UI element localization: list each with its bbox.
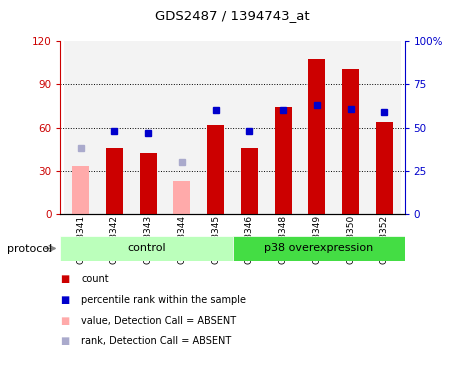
Text: protocol: protocol [7, 244, 52, 254]
Bar [199, 41, 232, 214]
Bar [64, 41, 98, 214]
Text: ■: ■ [60, 295, 70, 305]
Text: p38 overexpression: p38 overexpression [264, 243, 373, 254]
Bar [72, 166, 89, 214]
Text: control: control [127, 243, 166, 254]
Text: rank, Detection Call = ABSENT: rank, Detection Call = ABSENT [81, 336, 232, 346]
Bar [106, 148, 123, 214]
Bar [300, 41, 334, 214]
Bar [98, 41, 131, 214]
Bar [367, 41, 401, 214]
Bar [275, 107, 292, 214]
Bar [342, 69, 359, 214]
Text: ■: ■ [60, 336, 70, 346]
Bar [60, 236, 232, 261]
Text: ■: ■ [60, 274, 70, 284]
Bar [232, 41, 266, 214]
Text: ■: ■ [60, 316, 70, 326]
Bar [334, 41, 367, 214]
Bar [207, 124, 224, 214]
Bar [308, 58, 326, 214]
Bar [376, 122, 393, 214]
Bar [232, 236, 405, 261]
Bar [266, 41, 300, 214]
Text: count: count [81, 274, 109, 284]
Bar [140, 153, 157, 214]
Bar [131, 41, 165, 214]
Bar [241, 148, 258, 214]
Text: value, Detection Call = ABSENT: value, Detection Call = ABSENT [81, 316, 237, 326]
Text: GDS2487 / 1394743_at: GDS2487 / 1394743_at [155, 9, 310, 22]
Bar [165, 41, 199, 214]
Text: percentile rank within the sample: percentile rank within the sample [81, 295, 246, 305]
Bar [173, 181, 190, 214]
